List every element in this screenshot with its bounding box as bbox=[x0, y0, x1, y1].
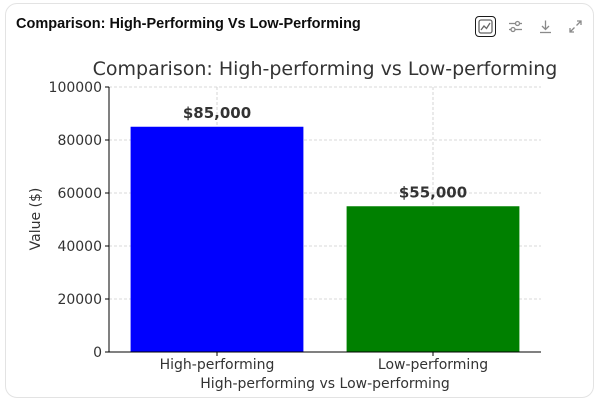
y-tick-label: 0 bbox=[93, 345, 102, 361]
bar-low-performing bbox=[346, 206, 520, 352]
card-title: Comparison: High-Performing Vs Low-Perfo… bbox=[16, 16, 361, 32]
settings-sliders-icon[interactable] bbox=[505, 16, 526, 37]
x-tick-label: Low-performing bbox=[378, 357, 488, 373]
expand-icon[interactable] bbox=[565, 16, 586, 37]
y-tick-label: 20000 bbox=[57, 292, 102, 308]
y-tick-label: 60000 bbox=[57, 186, 102, 202]
card-header: Comparison: High-Performing Vs Low-Perfo… bbox=[16, 14, 586, 38]
y-tick-label: 40000 bbox=[57, 239, 102, 255]
chart-toolbar bbox=[475, 14, 586, 38]
download-icon[interactable] bbox=[535, 16, 556, 37]
y-tick-label: 100000 bbox=[49, 80, 102, 96]
chart-view-icon[interactable] bbox=[475, 15, 496, 37]
y-axis-title: Value ($) bbox=[28, 188, 44, 251]
y-tick-label: 80000 bbox=[57, 133, 102, 149]
data-label: $55,000 bbox=[399, 183, 467, 201]
chart-title: Comparison: High-performing vs Low-perfo… bbox=[93, 58, 558, 80]
x-axis-title: High-performing vs Low-performing bbox=[200, 376, 449, 392]
data-label: $85,000 bbox=[183, 104, 251, 122]
bar-high-performing bbox=[130, 126, 304, 352]
x-tick-label: High-performing bbox=[160, 357, 275, 373]
